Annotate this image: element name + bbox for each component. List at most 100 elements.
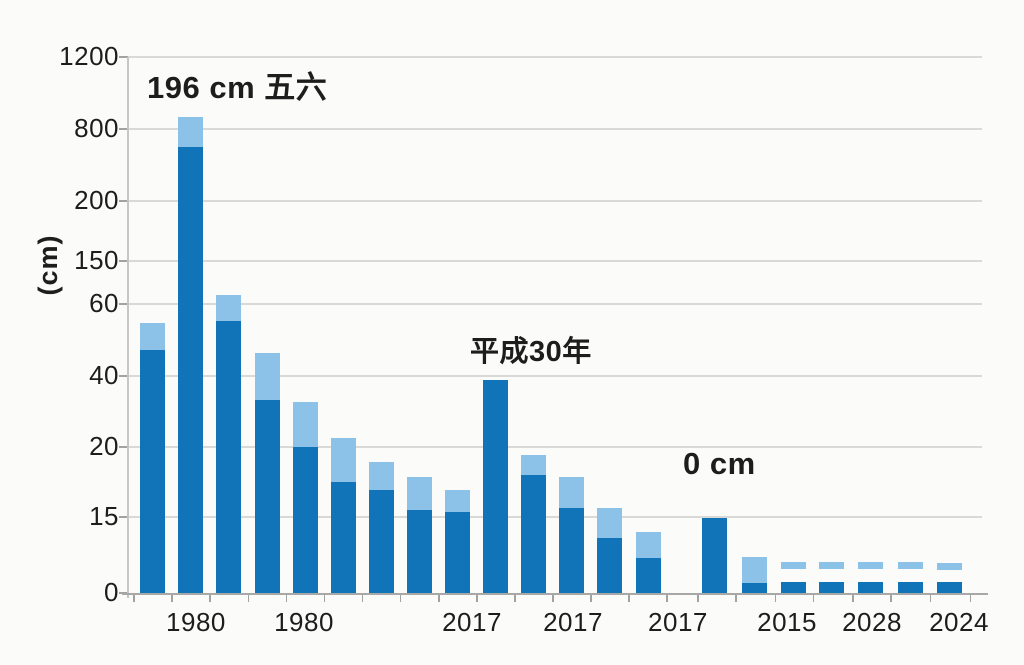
- bar-dark-segment: [406, 509, 432, 593]
- gridline: [128, 200, 982, 202]
- bar-dark-segment: [597, 537, 623, 593]
- bar-dark-segment: [897, 582, 923, 593]
- x-axis-tick: [323, 595, 326, 602]
- bar-light-dash: [781, 561, 807, 569]
- bar-light-cap: [216, 294, 242, 322]
- bar-dark-segment: [702, 517, 728, 593]
- x-axis-tick: [812, 595, 815, 602]
- bar-dark-segment: [330, 482, 356, 593]
- y-tick-label: 60: [89, 288, 119, 319]
- gridline: [128, 56, 982, 58]
- x-axis-tick: [852, 595, 854, 602]
- x-axis-tick: [514, 595, 516, 602]
- y-tick-label: 800: [74, 112, 119, 143]
- bar-light-cap: [140, 322, 165, 351]
- y-tick-label: 1200: [59, 41, 119, 71]
- bar-dark-segment: [635, 558, 661, 593]
- bar-light-cap: [369, 462, 395, 491]
- x-axis-tick: [171, 595, 173, 602]
- y-tick-label: 20: [89, 431, 119, 462]
- bar-dark-segment: [858, 582, 884, 593]
- bar-dark-segment: [369, 490, 395, 593]
- gridline: [128, 128, 982, 130]
- bar-dark-segment: [178, 147, 203, 593]
- bar-dark-segment: [937, 582, 963, 593]
- y-axis-tick: [119, 515, 128, 518]
- x-axis-tick: [247, 595, 250, 602]
- x-tick-label: 1980: [274, 607, 334, 637]
- bar-dark-segment: [292, 447, 318, 593]
- bar-dark-segment: [559, 507, 585, 593]
- y-axis-tick: [119, 446, 128, 449]
- y-tick-label: 15: [89, 500, 119, 531]
- y-axis-tick: [119, 260, 128, 263]
- x-axis-tick: [666, 595, 668, 602]
- bar-light-cap: [741, 557, 767, 583]
- bar-light-cap: [559, 477, 585, 508]
- bar-light-cap: [254, 352, 280, 401]
- x-axis-tick: [399, 595, 402, 602]
- x-axis-line: [122, 593, 988, 595]
- x-axis-tick: [285, 595, 288, 602]
- bar-light-cap: [521, 455, 547, 476]
- bar-light-cap: [330, 438, 356, 483]
- y-tick-label: 40: [89, 359, 119, 390]
- x-axis-tick: [133, 595, 135, 602]
- x-axis-tick: [735, 595, 737, 602]
- x-tick-label: 2017: [543, 607, 603, 637]
- bar-dark-segment: [781, 582, 807, 593]
- x-axis-tick: [476, 595, 478, 602]
- x-axis-tick: [209, 595, 211, 602]
- y-axis-tick: [119, 374, 128, 377]
- x-axis-tick: [929, 595, 932, 602]
- bar-light-cap: [406, 477, 432, 510]
- x-axis-tick: [361, 595, 364, 602]
- gridline: [128, 303, 982, 305]
- bar-dark-segment: [254, 400, 280, 593]
- x-axis-tick: [552, 595, 554, 602]
- y-axis-tick: [119, 56, 128, 58]
- x-axis-tick: [438, 595, 440, 602]
- x-axis-tick: [969, 595, 972, 602]
- bar-light-dash: [858, 562, 884, 570]
- gridline: [128, 446, 982, 448]
- bar-light-dash: [819, 561, 845, 569]
- x-tick-label: 2024: [929, 607, 989, 637]
- bar-light-cap: [597, 507, 623, 538]
- x-tick-label: 2017: [648, 607, 708, 637]
- bar-dark-segment: [741, 582, 767, 593]
- bar-dark-segment: [521, 475, 547, 593]
- x-axis-tick: [890, 595, 892, 602]
- bar-light-dash: [937, 562, 963, 570]
- bar-light-cap: [445, 490, 471, 513]
- x-tick-label: 2017: [442, 607, 502, 637]
- y-axis-unit-label: (cm): [33, 234, 63, 296]
- y-tick-label: 0: [104, 577, 119, 607]
- x-axis-tick: [590, 595, 592, 602]
- x-axis-tick: [628, 595, 630, 602]
- y-axis-tick: [119, 303, 128, 306]
- x-axis-tick: [697, 595, 699, 602]
- bar-dark-segment: [483, 380, 509, 593]
- x-tick-label: 2015: [757, 607, 817, 637]
- y-axis-tick: [119, 127, 128, 130]
- gridline: [128, 516, 982, 518]
- bar-light-cap: [178, 117, 203, 148]
- bar-light-cap: [635, 531, 661, 559]
- y-tick-label: 150: [74, 245, 119, 276]
- bar-dark-segment: [445, 512, 471, 593]
- y-tick-label: 200: [74, 185, 119, 216]
- x-tick-label: 1980: [166, 607, 226, 637]
- y-axis-line: [127, 57, 129, 598]
- x-axis-tick: [774, 595, 777, 602]
- bar-dark-segment: [140, 350, 165, 593]
- gridline: [128, 375, 982, 377]
- gridline: [128, 260, 982, 262]
- chart-annotation: 196 cm 五六: [147, 70, 328, 105]
- bar-dark-segment: [819, 582, 845, 593]
- chart-annotation: 0 cm: [683, 446, 756, 481]
- bar-light-cap: [292, 402, 318, 448]
- bar-light-dash: [897, 562, 923, 570]
- x-tick-label: 2028: [842, 607, 902, 637]
